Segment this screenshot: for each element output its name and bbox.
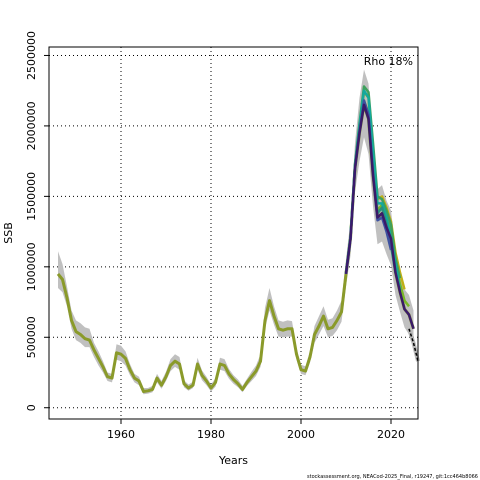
forecast-line [408,328,419,362]
y-tick-label: 1000000 [25,242,38,291]
x-axis-label: Years [218,454,248,467]
series-lines [56,85,420,393]
y-tick-label: 1500000 [25,172,38,221]
x-tick-label: 2000 [287,428,315,441]
footer-caption: stockassessment.org, NEACod-2025_Final, … [307,474,478,480]
x-tick-label: 2020 [377,428,405,441]
grid [49,47,418,419]
legend-text: Rho 18% [364,55,413,68]
confidence-band-area [58,69,414,395]
x-tick-label: 1960 [107,428,135,441]
plot-frame [48,46,419,420]
y-tick-label: 0 [25,404,38,411]
y-tick-label: 2500000 [25,31,38,80]
y-tick-label: 500000 [25,316,38,358]
y-tick-label: 2000000 [25,101,38,150]
retro-peel-line [344,103,415,330]
y-axis-label: SSB [2,222,15,244]
x-tick-label: 1980 [197,428,225,441]
axes: 1960 1980 2000 2020 0 500000 1000000 1500000 200… [25,31,405,441]
confidence-band [58,69,414,395]
